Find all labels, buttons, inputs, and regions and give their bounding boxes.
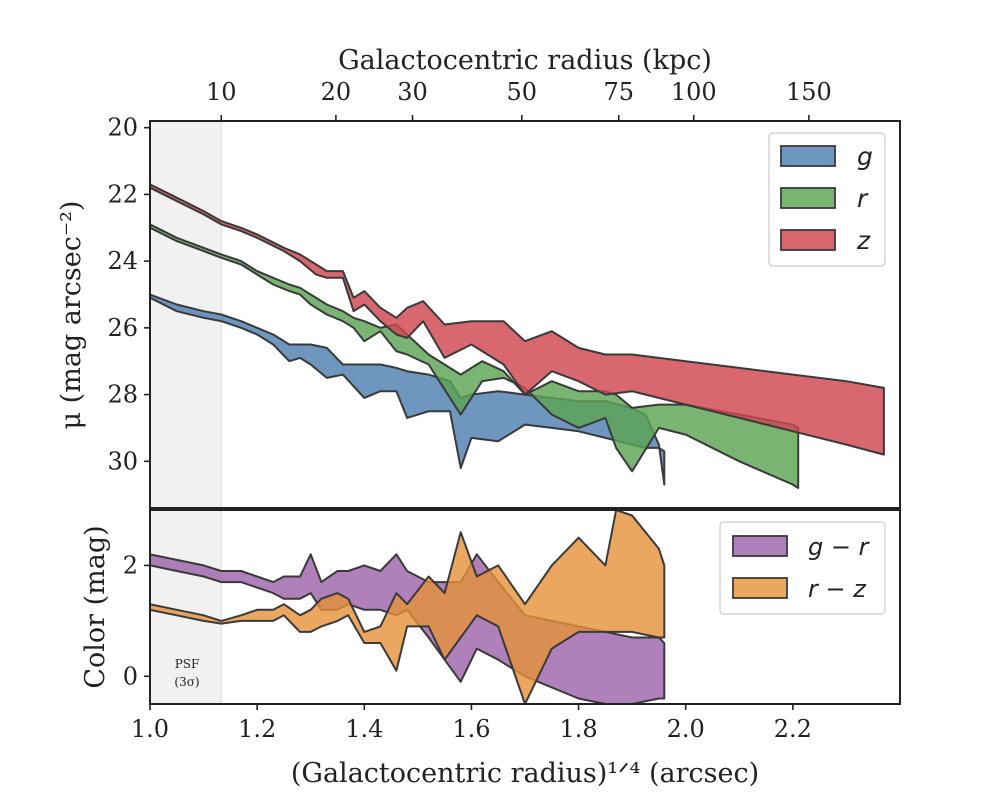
legend-label-color-0: g − r (808, 533, 871, 561)
xtick-label-1.2: 1.2 (238, 715, 276, 743)
xtick-label-2.2: 2.2 (774, 715, 812, 743)
bottom-panel-bands (150, 510, 666, 704)
top-tick-label-20: 20 (321, 78, 352, 106)
top-axis-label: Galactocentric radius (kpc) (338, 45, 712, 76)
ytick-label-bottom-0: 0 (123, 662, 138, 690)
legend-top: grz (768, 132, 886, 267)
ytick-label-bottom-2: 2 (123, 551, 138, 579)
psf-label: PSF (175, 657, 200, 671)
legend-label-r: r (857, 184, 869, 213)
top-panel-bands (150, 183, 885, 489)
legend-bottom: g − r r − z (719, 521, 886, 615)
legend-label-color-1: r − z (808, 575, 867, 603)
ytick-label-top-24: 24 (107, 247, 138, 275)
ylabel-top: μ (mag arcsec⁻²) (56, 201, 87, 430)
psf-sigma-label: (3σ) (174, 675, 199, 689)
legend-swatch-r (780, 187, 836, 209)
xtick-label-1.8: 1.8 (559, 715, 597, 743)
legend-swatch-color-1 (732, 577, 788, 599)
top-tick-label-30: 30 (397, 78, 428, 106)
ytick-label-top-30: 30 (107, 447, 138, 475)
top-tick-label-75: 75 (603, 78, 634, 106)
legend-label-g: g (857, 142, 873, 171)
band-g (150, 293, 666, 486)
xtick-label-1.4: 1.4 (345, 715, 383, 743)
bottom-panel-frame (149, 509, 901, 705)
top-panel-frame (149, 120, 901, 509)
xtick-label-1.6: 1.6 (452, 715, 490, 743)
top-tick-label-100: 100 (671, 78, 717, 106)
xtick-label-1.0: 1.0 (131, 715, 169, 743)
legend-label-z: z (856, 226, 871, 255)
xtick-label-2.0: 2.0 (667, 715, 705, 743)
ytick-label-top-22: 22 (107, 180, 138, 208)
xlabel: (Galactocentric radius)¹ᐟ⁴ (arcsec) (291, 758, 759, 789)
top-tick-label-10: 10 (206, 78, 237, 106)
legend-swatch-g (780, 145, 836, 167)
top-tick-label-150: 150 (786, 78, 832, 106)
band-r (150, 223, 800, 489)
top-tick-label-50: 50 (507, 78, 538, 106)
legend-swatch-z (780, 229, 836, 251)
ytick-label-top-28: 28 (107, 381, 138, 409)
ytick-label-top-26: 26 (107, 314, 138, 342)
ytick-label-top-20: 20 (107, 114, 138, 142)
ylabel-bottom: Color (mag) (80, 525, 111, 688)
band-color-r-z (150, 510, 666, 704)
legend-swatch-color-0 (732, 535, 788, 557)
band-z (150, 183, 885, 456)
